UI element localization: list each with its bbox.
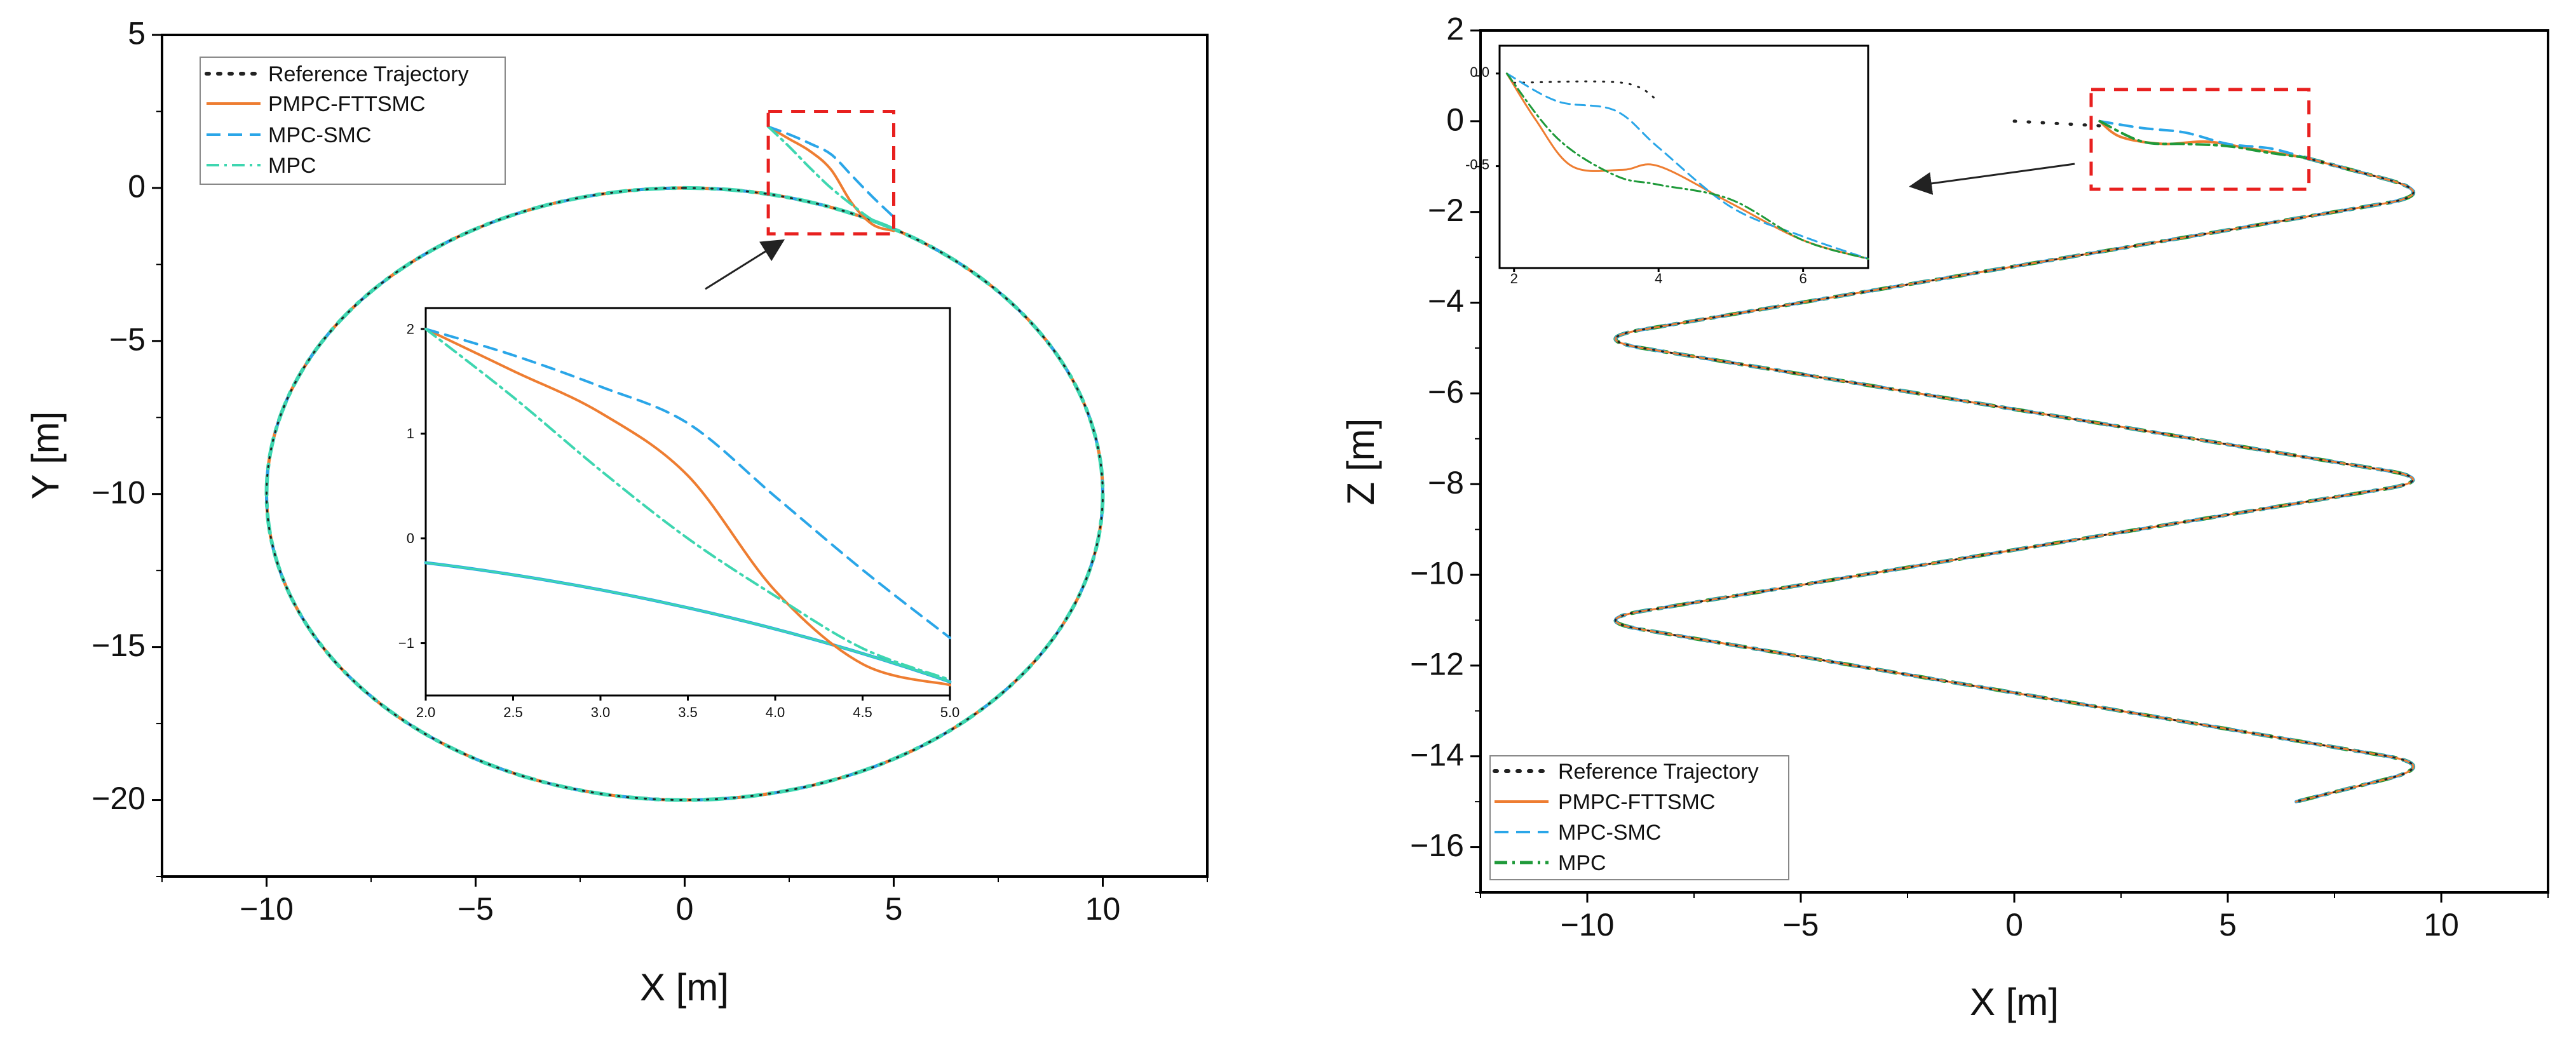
right-inset-mpc-line bbox=[1505, 72, 1869, 260]
left-x-tick-label: −10 bbox=[240, 891, 294, 927]
right-x-tick-label: 10 bbox=[2423, 907, 2459, 943]
left-inset-x-tick-label: 4.0 bbox=[766, 704, 785, 720]
right-y-axis-label: Z [m] bbox=[1339, 419, 1382, 506]
left-legend: Reference Trajectory PMPC-FTTSMC MPC-SMC… bbox=[200, 57, 506, 185]
left-x-axis-label: X [m] bbox=[640, 966, 729, 1009]
right-legend-label-reference: Reference Trajectory bbox=[1558, 760, 1759, 784]
right-y-tick-label: −6 bbox=[1428, 374, 1464, 410]
right-legend-label-pmpc: PMPC-FTTSMC bbox=[1558, 790, 1715, 814]
right-zoom-arrow bbox=[1909, 163, 2075, 195]
right-inset-x-tick-label: 2 bbox=[1510, 271, 1518, 286]
left-lines bbox=[264, 125, 1105, 802]
right-inset-x-tick-label: 6 bbox=[1800, 271, 1807, 286]
right-inset-frame bbox=[1498, 44, 1869, 269]
left-inset-mpc-line bbox=[424, 328, 951, 682]
left-transient-mpc-smc-line bbox=[767, 125, 895, 218]
left-legend-label-reference: Reference Trajectory bbox=[268, 62, 469, 86]
left-y-tick-label: −10 bbox=[92, 474, 146, 510]
left-inset: 2.0 2.5 3.0 3.5 4.0 4.5 5.0 2 1 0 −1 bbox=[398, 307, 959, 720]
left-inset-y-tick-label: 1 bbox=[407, 426, 414, 441]
right-inset-ticks: 2 4 6 0.0 -0.5 bbox=[1465, 64, 1807, 286]
left-inset-x-tick-label: 2.5 bbox=[503, 704, 523, 720]
right-transient-mpc-smc-line bbox=[2098, 119, 2306, 159]
left-inset-reference-arc bbox=[424, 561, 951, 683]
right-inset-reference-trajectory-line bbox=[1513, 80, 1660, 102]
right-legend-label-mpc: MPC bbox=[1558, 851, 1606, 875]
left-y-tick-label: −15 bbox=[92, 628, 146, 663]
right-lines bbox=[1613, 119, 2416, 804]
right-legend-label-mpc-smc: MPC-SMC bbox=[1558, 821, 1661, 845]
right-inset-lines bbox=[1505, 72, 1869, 260]
right-zoom-box bbox=[2089, 88, 2311, 191]
left-zoom-box bbox=[766, 109, 895, 236]
right-inset-mpc-smc-line bbox=[1505, 72, 1869, 260]
left-legend-label-mpc-smc: MPC-SMC bbox=[268, 123, 371, 147]
left-inset-x-tick-label: 5.0 bbox=[940, 704, 960, 720]
right-chart: −10 −5 0 5 10 2 0 −2 −4 −6 −8 −10 −12 −14 −16 2 4 6 0.0 -0… bbox=[1339, 11, 2549, 1023]
right-inset-y-tick-label: -0.5 bbox=[1465, 157, 1489, 173]
left-legend-label-pmpc: PMPC-FTTSMC bbox=[268, 92, 425, 116]
right-y-tick-label: −4 bbox=[1428, 283, 1464, 319]
right-y-tick-label: 0 bbox=[1446, 102, 1464, 137]
left-x-tick-label: 5 bbox=[885, 891, 903, 927]
right-y-tick-label: −10 bbox=[1410, 556, 1464, 591]
left-inset-pmpc-fttsmc-line bbox=[424, 328, 951, 687]
right-inset-y-tick-label: 0.0 bbox=[1470, 64, 1489, 80]
right-legend: Reference Trajectory PMPC-FTTSMC MPC-SMC… bbox=[1489, 755, 1789, 880]
left-inset-frame bbox=[424, 307, 951, 697]
left-zoom-arrow bbox=[705, 239, 785, 290]
left-x-tick-label: −5 bbox=[458, 891, 494, 927]
left-inset-y-tick-label: 0 bbox=[407, 530, 414, 546]
left-y-tick-label: 5 bbox=[128, 16, 146, 51]
left-inset-lines bbox=[424, 328, 952, 687]
left-transient-pmpc-fttsmc-line bbox=[767, 125, 895, 232]
right-x-tick-label: −10 bbox=[1561, 907, 1615, 943]
left-inset-ticks: 2.0 2.5 3.0 3.5 4.0 4.5 5.0 2 1 0 −1 bbox=[398, 321, 959, 720]
left-inset-mpc-smc-line bbox=[424, 328, 951, 640]
right-y-tick-label: −2 bbox=[1428, 192, 1464, 228]
left-inset-x-tick-label: 4.5 bbox=[853, 704, 872, 720]
left-inset-x-tick-label: 2.0 bbox=[416, 704, 436, 720]
right-legend-frame bbox=[1489, 755, 1789, 880]
left-legend-label-mpc: MPC bbox=[268, 154, 316, 178]
right-y-tick-label: 2 bbox=[1446, 11, 1464, 47]
left-orbit-mpc-line bbox=[264, 185, 1105, 802]
right-y-tick-label: −8 bbox=[1428, 465, 1464, 500]
left-y-tick-label: −5 bbox=[109, 321, 146, 357]
left-legend-frame bbox=[200, 57, 506, 185]
right-transient-mpc-line bbox=[2098, 119, 2306, 159]
left-inset-x-tick-label: 3.0 bbox=[591, 704, 611, 720]
left-inset-y-tick-label: 2 bbox=[407, 321, 414, 337]
left-y-axis-label: Y [m] bbox=[24, 412, 67, 500]
right-y-tick-label: −16 bbox=[1410, 828, 1464, 863]
right-inset-x-tick-label: 4 bbox=[1655, 271, 1662, 286]
right-x-tick-label: −5 bbox=[1782, 907, 1819, 943]
left-inset-y-tick-label: −1 bbox=[398, 635, 414, 651]
right-x-axis-label: X [m] bbox=[1970, 981, 2059, 1023]
left-transient-mpc-line bbox=[767, 125, 895, 231]
right-ticks: −10 −5 0 5 10 2 0 −2 −4 −6 −8 −10 −12 −14 −16 bbox=[1410, 11, 2549, 943]
right-x-tick-label: 0 bbox=[2005, 907, 2023, 943]
right-x-tick-label: 5 bbox=[2219, 907, 2237, 943]
left-y-tick-label: 0 bbox=[128, 168, 146, 204]
left-x-tick-label: 0 bbox=[676, 891, 694, 927]
left-inset-x-tick-label: 3.5 bbox=[678, 704, 698, 720]
left-x-tick-label: 10 bbox=[1085, 891, 1121, 927]
right-y-tick-label: −12 bbox=[1410, 646, 1464, 682]
left-y-tick-label: −20 bbox=[92, 781, 146, 816]
right-main-pmpc-line bbox=[1614, 156, 2415, 803]
right-inset: 2 4 6 0.0 -0.5 bbox=[1465, 44, 1869, 286]
right-y-tick-label: −14 bbox=[1410, 737, 1464, 772]
right-transient-reference-trajectory-line bbox=[2012, 119, 2101, 128]
